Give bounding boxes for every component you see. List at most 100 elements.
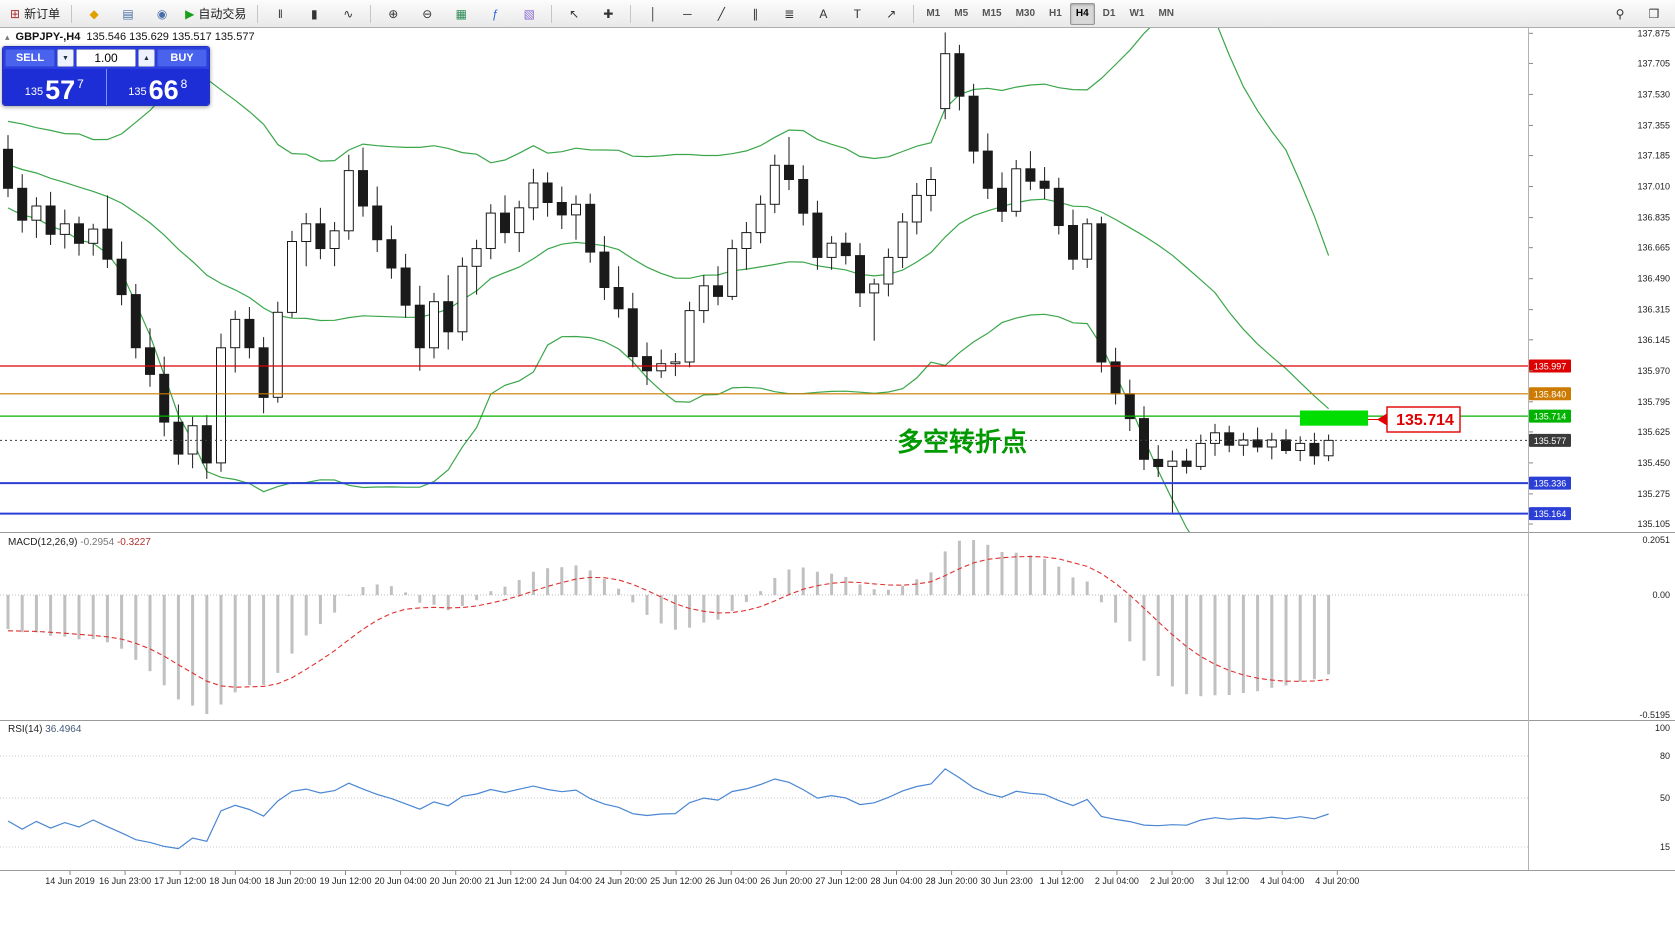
price-badge — [1529, 409, 1571, 423]
price-divider — [105, 69, 107, 105]
chart-collapse-icon[interactable]: ▴ — [5, 31, 10, 42]
buy-button[interactable]: BUY — [157, 49, 207, 67]
buy-price-display[interactable]: 135 66 8 — [107, 69, 210, 105]
timeframe-m1[interactable]: M1 — [926, 8, 941, 19]
volume-increase-button[interactable]: ▲ — [138, 49, 155, 67]
timeframe-mn[interactable]: MN — [1158, 8, 1174, 19]
timeframe-h4[interactable]: H4 — [1069, 2, 1095, 25]
chart-canvas[interactable]: 135.997 135.840 135.714 135.577 135.336 135.1… — [0, 28, 1675, 951]
timeframe-m5[interactable]: M5 — [954, 8, 969, 19]
pane-frames — [0, 28, 1675, 871]
svg-text:21 Jun 12:00: 21 Jun 12:00 — [485, 876, 537, 886]
volume-input[interactable] — [77, 50, 135, 66]
timeframe-w1[interactable]: W1 — [1129, 8, 1145, 19]
window-layout-icon[interactable]: ❒ — [1638, 2, 1670, 26]
svg-text:28 Jun 20:00: 28 Jun 20:00 — [926, 876, 978, 886]
candlesticks — [3, 32, 1334, 513]
candlestick-chart-icon: ▮ — [311, 6, 318, 21]
svg-text:50: 50 — [1660, 793, 1670, 803]
macd-label: MACD(12,26,9) -0.2954 -0.3227 — [8, 537, 151, 548]
svg-text:135.997: 135.997 — [1534, 362, 1567, 372]
svg-text:2 Jul 04:00: 2 Jul 04:00 — [1095, 876, 1139, 886]
price-scale[interactable]: 135.997 135.840 135.714 135.577 135.336 135.1… — [1528, 28, 1670, 852]
profiles-icon: ◆ — [89, 6, 99, 21]
zoom-in-icon[interactable]: ⊕ — [377, 2, 409, 26]
sell-price-display[interactable]: 135 57 7 — [3, 69, 106, 105]
timeframe-h1[interactable]: H1 — [1049, 8, 1062, 19]
timeframe-m15[interactable]: M15 — [982, 8, 1002, 19]
sell-button[interactable]: SELL — [5, 49, 55, 67]
svg-text:136.145: 136.145 — [1637, 335, 1670, 345]
toolbar-separator — [71, 4, 73, 23]
highlight-rect[interactable] — [1300, 410, 1368, 426]
trendline-icon[interactable]: ╱ — [705, 2, 737, 26]
zoom-out-icon[interactable]: ⊖ — [411, 2, 443, 26]
text-tool-icon: A — [819, 6, 828, 21]
volume-decrease-button[interactable]: ▼ — [57, 49, 74, 67]
crosshair-icon: ✚ — [603, 6, 614, 21]
buy-price-sup: 8 — [180, 77, 188, 91]
price-badge — [1529, 476, 1571, 490]
new-order-button[interactable]: ⊞ 新订单 — [5, 2, 65, 26]
svg-text:136.315: 136.315 — [1637, 305, 1670, 315]
annotation-text[interactable]: 多空转折点 — [897, 427, 1027, 457]
svg-text:18 Jun 20:00: 18 Jun 20:00 — [264, 876, 316, 886]
navigator-icon: ◉ — [156, 6, 168, 21]
svg-text:18 Jun 04:00: 18 Jun 04:00 — [209, 876, 261, 886]
svg-text:135.714: 135.714 — [1534, 412, 1567, 422]
candlestick-chart-icon[interactable]: ▮ — [298, 2, 330, 26]
bollinger-bands — [7, 28, 1330, 532]
price-badge — [1529, 359, 1571, 373]
grid-icon[interactable]: ▦ — [445, 2, 477, 26]
svg-text:16 Jun 23:00: 16 Jun 23:00 — [99, 876, 151, 886]
timeframe-d1[interactable]: D1 — [1102, 8, 1116, 19]
zoom-in-icon: ⊕ — [388, 6, 399, 21]
fibonacci-icon[interactable]: ≣ — [773, 2, 805, 26]
channel-icon: ∥ — [752, 6, 759, 21]
navigator-icon[interactable]: ◉ — [146, 2, 178, 26]
crosshair-icon[interactable]: ✚ — [592, 2, 624, 26]
callout-label: 135.714 — [1396, 412, 1454, 429]
svg-text:19 Jun 12:00: 19 Jun 12:00 — [319, 876, 371, 886]
horizontal-levels[interactable] — [0, 365, 1528, 515]
profiles-icon[interactable]: ◆ — [78, 2, 110, 26]
text-tool-icon[interactable]: A — [807, 2, 839, 26]
auto-trading-button-label: 自动交易 — [198, 7, 247, 21]
templates-icon: ▧ — [523, 6, 535, 21]
price-badge — [1529, 387, 1571, 401]
cursor-icon[interactable]: ↖ — [558, 2, 590, 26]
horizontal-line-icon[interactable]: ─ — [671, 2, 703, 26]
templates-icon[interactable]: ▧ — [513, 2, 545, 26]
bar-chart-icon[interactable]: ‖ — [264, 2, 296, 26]
line-chart-icon[interactable]: ∿ — [332, 2, 364, 26]
auto-trading-button[interactable]: ▶ 自动交易 — [180, 2, 251, 26]
bar-chart-icon: ‖ — [277, 6, 283, 21]
arrow-tool-icon[interactable]: ↗ — [875, 2, 907, 26]
svg-text:0.2051: 0.2051 — [1642, 535, 1670, 545]
svg-text:135.164: 135.164 — [1534, 509, 1567, 519]
svg-text:135.105: 135.105 — [1637, 519, 1670, 529]
time-axis[interactable]: 14 Jun 2019 16 Jun 23:00 17 Jun 12:00 18 Ju… — [45, 871, 1359, 886]
label-tool-icon[interactable]: T — [841, 2, 873, 26]
grid-icon: ▦ — [455, 6, 467, 21]
timeframe-m30[interactable]: M30 — [1015, 8, 1036, 19]
svg-text:137.355: 137.355 — [1637, 120, 1670, 130]
toolbar-separator — [257, 4, 259, 23]
sell-price-prefix: 135 — [24, 86, 44, 98]
sell-price-sup: 7 — [77, 77, 84, 91]
rsi-title: RSI(14) — [8, 724, 43, 735]
market-watch-icon[interactable]: ▤ — [112, 2, 144, 26]
vertical-line-icon[interactable]: │ — [637, 2, 669, 26]
price-callout[interactable]: 135.714 — [1368, 406, 1461, 433]
channel-icon[interactable]: ∥ — [739, 2, 771, 26]
toolbar-separator — [630, 4, 632, 23]
macd-value-signal: -0.3227 — [116, 537, 151, 548]
svg-text:17 Jun 12:00: 17 Jun 12:00 — [154, 876, 206, 886]
indicators-icon[interactable]: ƒ — [479, 2, 511, 26]
svg-text:136.490: 136.490 — [1637, 274, 1670, 284]
svg-text:135.450: 135.450 — [1637, 458, 1670, 468]
arrow-tool-icon: ↗ — [886, 6, 897, 21]
search-icon[interactable]: ⚲ — [1604, 2, 1636, 26]
sell-price-big: 57 — [45, 75, 76, 106]
